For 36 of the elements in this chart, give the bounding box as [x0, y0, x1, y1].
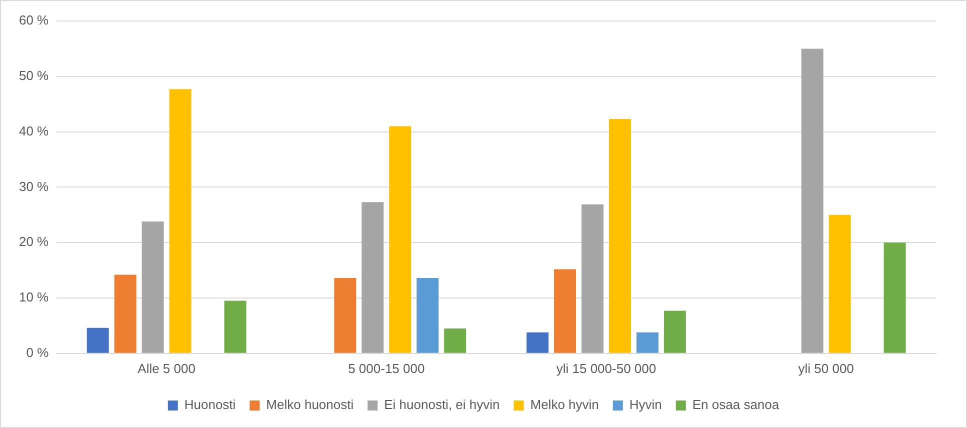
- legend-label: En osaa sanoa: [692, 397, 780, 412]
- bar: [362, 202, 384, 353]
- bar: [554, 269, 576, 353]
- bar: [582, 204, 604, 353]
- y-tick-label: 0 %: [26, 344, 50, 360]
- bar: [169, 89, 192, 353]
- bar: [444, 328, 466, 353]
- y-tick-label: 20 %: [18, 234, 50, 250]
- x-tick-label: yli 50 000: [798, 360, 854, 376]
- x-tick-label: yli 15 000-50 000: [556, 360, 656, 376]
- legend-label: Huonosti: [184, 397, 236, 412]
- bar: [142, 222, 164, 353]
- bar: [86, 328, 109, 353]
- bar: [389, 126, 412, 353]
- legend-label: Melko huonosti: [266, 397, 354, 412]
- y-tick-label: 30 %: [18, 178, 50, 194]
- bar: [526, 332, 549, 353]
- bar: [828, 214, 851, 353]
- y-tick-label: 10 %: [18, 290, 50, 305]
- bar: [416, 278, 439, 353]
- bar: [801, 48, 824, 353]
- bar: [334, 278, 356, 353]
- legend-label: Melko hyvin: [530, 397, 599, 412]
- bar: [884, 242, 906, 353]
- y-tick-label: 60 %: [18, 12, 50, 28]
- y-tick-label: 50 %: [18, 68, 50, 83]
- bar: [664, 310, 686, 353]
- x-tick-label: 5 000-15 000: [348, 360, 425, 376]
- bar: [224, 300, 246, 353]
- bar: [114, 274, 136, 353]
- legend-label: Hyvin: [629, 397, 662, 412]
- legend-label: Ei huonosti, ei hyvin: [384, 397, 500, 412]
- bar: [636, 332, 658, 353]
- bar: [608, 119, 631, 353]
- y-tick-label: 40 %: [18, 123, 50, 138]
- x-tick-label: Alle 5 000: [138, 360, 196, 376]
